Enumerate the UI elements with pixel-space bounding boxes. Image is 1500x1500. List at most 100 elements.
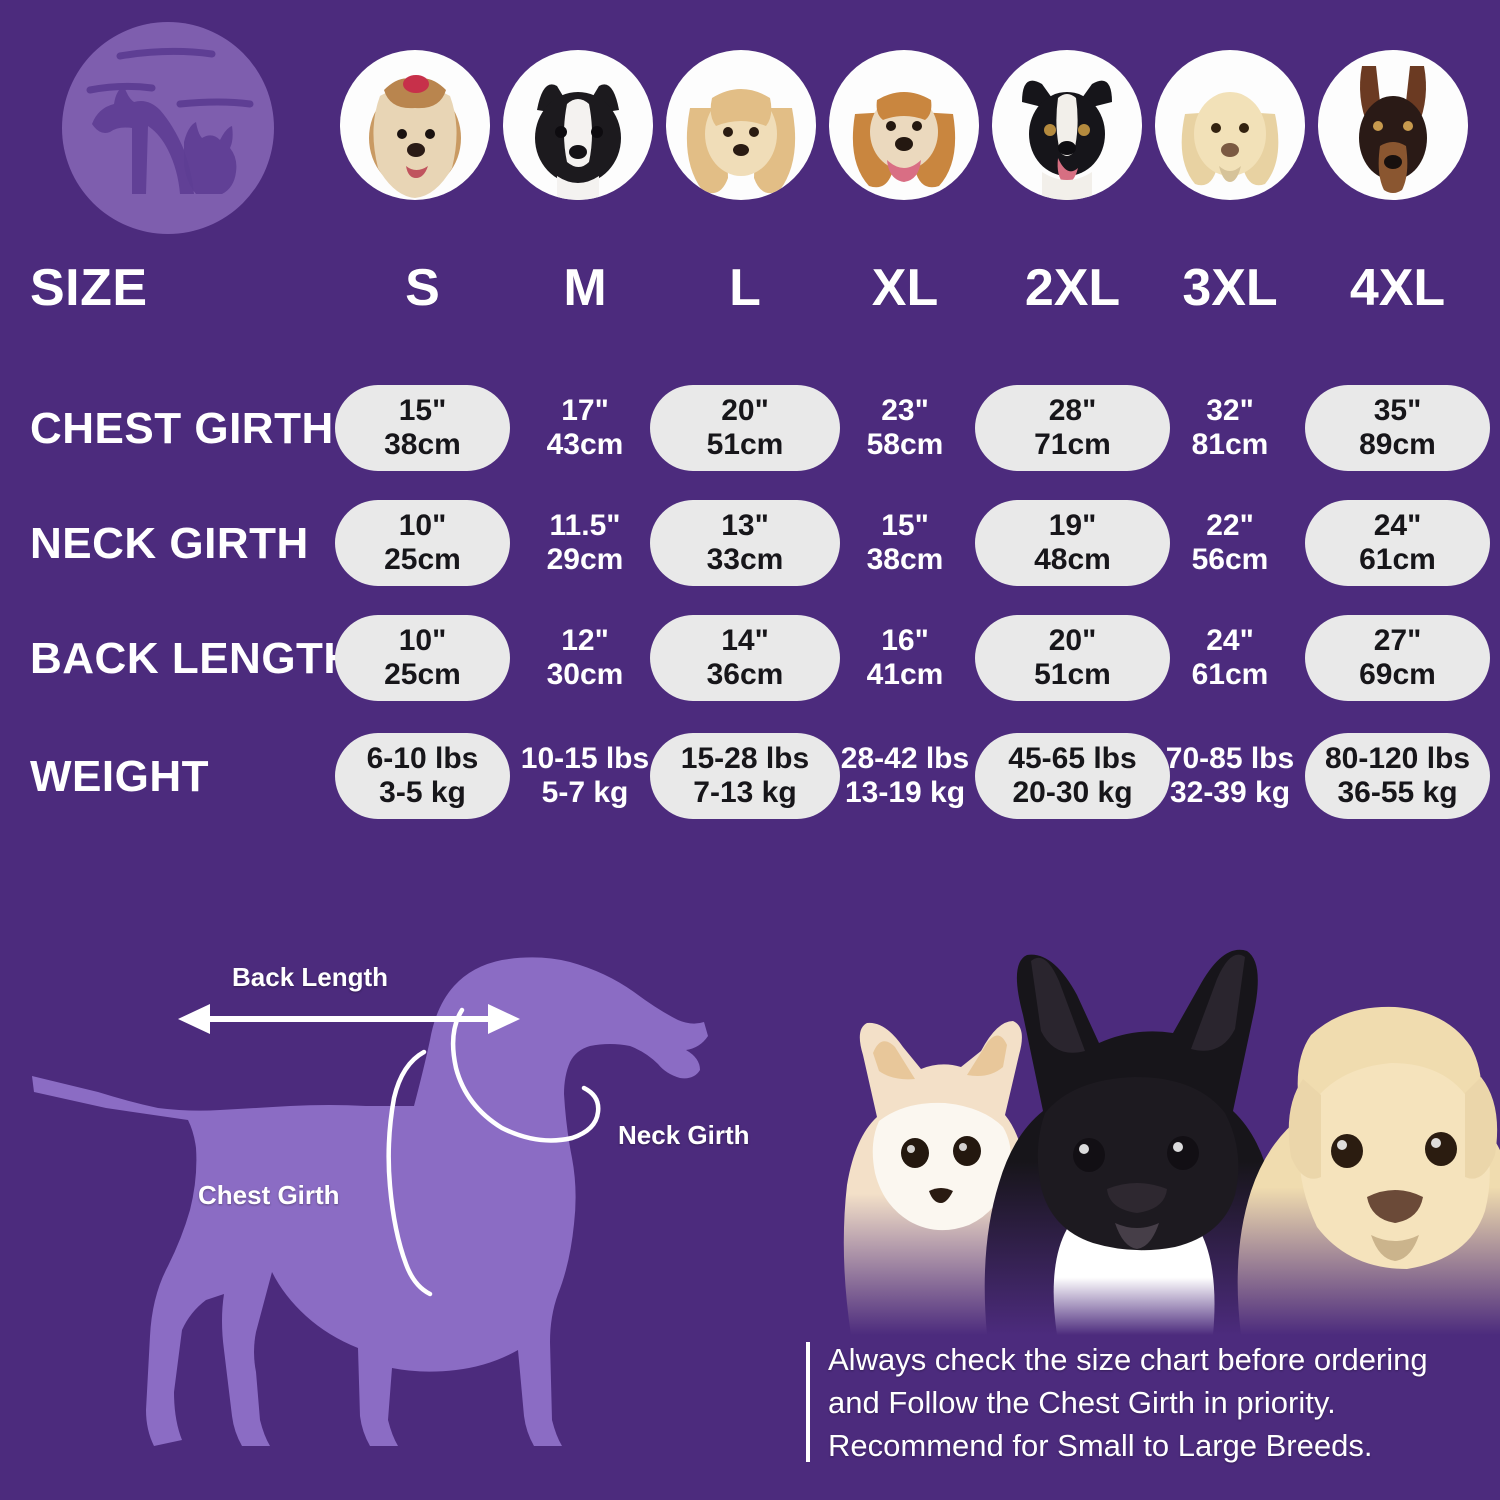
- cell-chest-girth-m: 17" 43cm: [520, 385, 650, 471]
- cell-back-length-4xl: 27" 69cm: [1305, 615, 1490, 701]
- border-collie-icon: [1022, 80, 1112, 200]
- cell-metric: 56cm: [1191, 543, 1269, 576]
- size-header-l: L: [729, 259, 761, 317]
- cell-metric: 61cm: [1359, 543, 1436, 576]
- size-header-2xl: 2XL: [1024, 259, 1121, 317]
- boston-terrier-icon: [535, 84, 621, 200]
- cell-chest-girth-4xl: 35" 89cm: [1305, 385, 1490, 471]
- cell-imperial: 6-10 lbs: [366, 741, 479, 775]
- cell-imperial: 17": [561, 393, 609, 427]
- cell-imperial: 19": [1048, 508, 1097, 542]
- dog-silhouette-icon: [92, 86, 194, 194]
- cell-metric: 69cm: [1359, 658, 1436, 691]
- cell-imperial: 23": [881, 393, 929, 427]
- size-table: SIZE S M L XL 2XL 3XL 4XL CHEST GIRTH 15" 38cm 17" 4…: [0, 255, 1500, 825]
- cell-metric: 81cm: [1191, 428, 1269, 461]
- cell-neck-girth-m: 11.5" 29cm: [520, 500, 650, 586]
- beagle-icon: [852, 92, 956, 188]
- breed-circle-cocker-spaniel: [666, 50, 816, 200]
- size-header-3xl: 3XL: [1182, 259, 1278, 317]
- cell-back-length-s: 10" 25cm: [335, 615, 510, 701]
- chihuahua-photo: [843, 1021, 1030, 1335]
- cell-metric: 58cm: [866, 428, 944, 461]
- cell-metric: 29cm: [546, 543, 624, 576]
- cell-chest-girth-l: 20" 51cm: [650, 385, 840, 471]
- cell-metric: 38cm: [384, 428, 461, 461]
- three-dog-sizes-photo: [755, 855, 1500, 1355]
- cell-back-length-l: 14" 36cm: [650, 615, 840, 701]
- note-line-2: and Follow the Chest Girth in priority.: [828, 1385, 1336, 1420]
- cell-imperial: 28-42 lbs: [840, 741, 970, 775]
- cell-neck-girth-4xl: 24" 61cm: [1305, 500, 1490, 586]
- cell-imperial: 15": [881, 508, 929, 542]
- cell-metric: 13-19 kg: [844, 776, 966, 809]
- cell-metric: 30cm: [546, 658, 624, 691]
- cell-imperial: 70-85 lbs: [1165, 741, 1295, 775]
- cell-metric: 36cm: [706, 658, 784, 691]
- cell-imperial: 20": [721, 393, 769, 427]
- cell-back-length-m: 12" 30cm: [520, 615, 650, 701]
- cell-weight-4xl: 80-120 lbs 36-55 kg: [1305, 733, 1490, 819]
- cell-chest-girth-2xl: 28" 71cm: [975, 385, 1170, 471]
- cell-imperial: 28": [1048, 393, 1097, 427]
- size-header-m: M: [563, 259, 607, 317]
- cell-metric: 3-5 kg: [379, 776, 466, 809]
- cell-metric: 71cm: [1034, 428, 1111, 461]
- cell-neck-girth-l: 13" 33cm: [650, 500, 840, 586]
- cell-imperial: 15": [398, 393, 447, 427]
- size-header-4xl: 4XL: [1349, 259, 1446, 317]
- chest-girth-label: Chest Girth: [198, 1180, 340, 1210]
- breed-circle-shih-tzu: [340, 50, 490, 200]
- cell-imperial: 14": [721, 623, 769, 657]
- cell-neck-girth-3xl: 22" 56cm: [1160, 500, 1300, 586]
- note-text: Always check the size chart before order…: [828, 1338, 1488, 1467]
- cell-weight-3xl: 70-85 lbs 32-39 kg: [1160, 733, 1300, 819]
- cell-imperial: 27": [1373, 623, 1422, 657]
- size-header-xl: XL: [871, 259, 939, 317]
- back-length-label: Back Length: [232, 962, 389, 992]
- cell-imperial: 80-120 lbs: [1324, 741, 1471, 775]
- ordering-note: Always check the size chart before order…: [806, 1338, 1486, 1468]
- breed-circle-border-collie: [992, 50, 1142, 200]
- cell-imperial: 45-65 lbs: [1008, 741, 1137, 775]
- cell-metric: 5-7 kg: [541, 776, 629, 809]
- cat-silhouette-icon: [184, 122, 237, 194]
- size-column-header: SIZE: [30, 259, 148, 317]
- cell-imperial: 24": [1373, 508, 1422, 542]
- cell-imperial: 10": [398, 623, 447, 657]
- neck-girth-loop: [450, 1007, 601, 1143]
- cell-metric: 20-30 kg: [1012, 776, 1133, 809]
- cell-imperial: 13": [721, 508, 769, 542]
- breed-circle-boston-terrier: [503, 50, 653, 200]
- cell-imperial: 35": [1373, 393, 1422, 427]
- cell-metric: 48cm: [1034, 543, 1111, 576]
- row-label-back-length: BACK LENGTH: [30, 634, 356, 683]
- breed-photo-row: [340, 50, 1470, 220]
- breed-circle-labrador-retriever: [1155, 50, 1305, 200]
- cell-imperial: 12": [561, 623, 609, 657]
- labrador-photo: [1237, 1006, 1500, 1335]
- cell-metric: 25cm: [384, 658, 461, 691]
- cell-metric: 36-55 kg: [1337, 776, 1458, 809]
- dog-silhouette-measurements: [32, 957, 708, 1446]
- row-label-weight: WEIGHT: [30, 752, 209, 801]
- cell-weight-l: 15-28 lbs 7-13 kg: [650, 733, 840, 819]
- french-bulldog-photo: [984, 949, 1278, 1335]
- cell-imperial: 16": [881, 623, 929, 657]
- back-length-arrow: [178, 1004, 520, 1034]
- cell-imperial: 24": [1206, 623, 1254, 657]
- cell-imperial: 32": [1206, 393, 1254, 427]
- dog-cat-silhouette-icon: [86, 47, 254, 194]
- dogs-group-illustration: [843, 949, 1500, 1335]
- size-header-s: S: [405, 259, 440, 317]
- cell-neck-girth-s: 10" 25cm: [335, 500, 510, 586]
- cell-chest-girth-xl: 23" 58cm: [835, 385, 975, 471]
- shih-tzu-icon: [369, 75, 461, 198]
- cell-metric: 61cm: [1191, 658, 1269, 691]
- cell-metric: 33cm: [706, 543, 784, 576]
- cell-metric: 41cm: [866, 658, 944, 691]
- doberman-icon: [1359, 66, 1427, 193]
- cell-imperial: 10": [398, 508, 447, 542]
- cell-imperial: 15-28 lbs: [680, 741, 810, 775]
- cell-weight-s: 6-10 lbs 3-5 kg: [335, 733, 510, 819]
